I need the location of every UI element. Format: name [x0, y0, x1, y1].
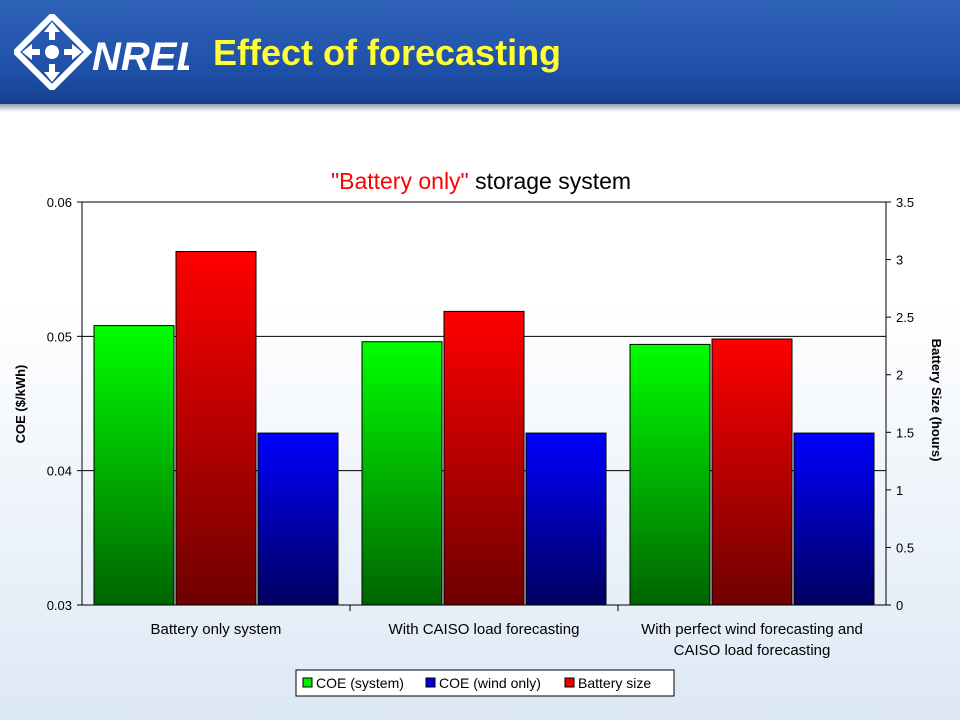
- x-category-label: CAISO load forecasting: [674, 642, 831, 659]
- bar-battery-size: [175, 251, 257, 606]
- legend-box: [295, 669, 675, 697]
- bar-coe-wind-only: [525, 432, 607, 606]
- chart-title: "Battery only" storage system: [331, 168, 631, 194]
- x-category-label: With perfect wind forecasting and: [641, 621, 863, 638]
- bar-battery-size: [443, 310, 525, 606]
- y-right-tick-label: 0.5: [896, 540, 914, 555]
- bar-coe-system: [93, 325, 175, 606]
- legend-label: Battery size: [578, 675, 651, 691]
- legend-swatch: [302, 677, 313, 688]
- bar-coe-wind-only: [793, 432, 875, 606]
- axes: 0.03 0.04 0.05 0.06 0 0.5 1 1.5 2 2.5 3 3.5 Battery …: [47, 195, 914, 659]
- y-left-tick-label: 0.04: [47, 464, 72, 479]
- plot-area-border: [81, 201, 887, 606]
- y-left-tick-label: 0.06: [47, 195, 72, 210]
- chart-title-highlight: "Battery only": [331, 168, 469, 194]
- legend-swatch: [425, 677, 436, 688]
- logo-text: NREL: [92, 35, 189, 79]
- chart-title-rest: storage system: [469, 168, 631, 194]
- header-bar: [0, 0, 960, 104]
- y-right-tick-label: 0: [896, 598, 903, 613]
- legend-label: COE (wind only): [439, 675, 541, 691]
- y-right-tick-label: 1: [896, 483, 903, 498]
- bar-coe-wind-only: [257, 432, 339, 606]
- x-category-label: Battery only system: [151, 621, 282, 638]
- bar-coe-system: [361, 341, 443, 606]
- y-right-tick-label: 3: [896, 253, 903, 268]
- legend-label: COE (system): [316, 675, 404, 691]
- y-left-axis-label: COE ($/kWh): [13, 365, 28, 444]
- nrel-logo: NREL: [14, 14, 189, 90]
- y-left-tick-label: 0.05: [47, 329, 72, 344]
- y-right-tick-label: 2: [896, 368, 903, 383]
- y-right-tick-label: 3.5: [896, 195, 914, 210]
- y-right-tick-label: 1.5: [896, 425, 914, 440]
- chart: "Battery only" storage system 0.030.040.…: [13, 168, 944, 697]
- y-left-tick-label: 0.03: [47, 598, 72, 613]
- header-shadow: [0, 104, 960, 112]
- legend: COE (system) COE (wind only) Battery size: [295, 669, 675, 697]
- y-right-axis-label: Battery Size (hours): [929, 339, 944, 462]
- x-category-label: With CAISO load forecasting: [389, 621, 580, 638]
- bar-battery-size: [711, 338, 793, 606]
- y-right-tick-label: 2.5: [896, 310, 914, 325]
- legend-swatch: [564, 677, 575, 688]
- bars: [93, 251, 875, 606]
- bar-coe-system: [629, 343, 711, 606]
- slide-title: Effect of forecasting: [213, 32, 562, 73]
